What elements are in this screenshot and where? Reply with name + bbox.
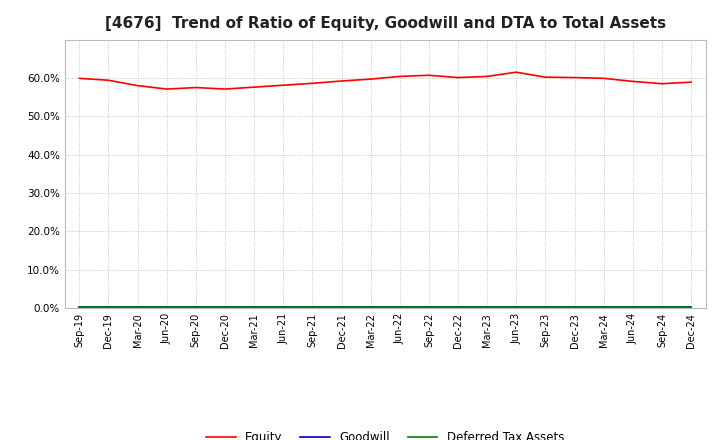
Goodwill (657, 304, 666, 310)
Deferred Tax Assets (687, 304, 696, 309)
Deferred Tax Assets (75, 304, 84, 309)
Deferred Tax Assets (541, 304, 550, 309)
Deferred Tax Assets (250, 304, 258, 309)
Goodwill (104, 304, 113, 310)
Equity (133, 83, 142, 88)
Deferred Tax Assets (395, 304, 404, 309)
Goodwill (454, 304, 462, 310)
Goodwill (250, 304, 258, 310)
Goodwill (133, 304, 142, 310)
Deferred Tax Assets (133, 304, 142, 309)
Goodwill (279, 304, 287, 310)
Deferred Tax Assets (483, 304, 492, 309)
Deferred Tax Assets (512, 304, 521, 309)
Goodwill (629, 304, 637, 310)
Equity (629, 79, 637, 84)
Deferred Tax Assets (279, 304, 287, 309)
Deferred Tax Assets (570, 304, 579, 309)
Deferred Tax Assets (308, 304, 317, 309)
Deferred Tax Assets (337, 304, 346, 309)
Equity (75, 76, 84, 81)
Goodwill (337, 304, 346, 310)
Goodwill (192, 304, 200, 310)
Legend: Equity, Goodwill, Deferred Tax Assets: Equity, Goodwill, Deferred Tax Assets (202, 427, 569, 440)
Equity (220, 86, 229, 92)
Goodwill (220, 304, 229, 310)
Goodwill (308, 304, 317, 310)
Equity (395, 74, 404, 79)
Equity (366, 77, 375, 82)
Deferred Tax Assets (454, 304, 462, 309)
Deferred Tax Assets (220, 304, 229, 309)
Equity (541, 74, 550, 80)
Deferred Tax Assets (657, 304, 666, 309)
Goodwill (395, 304, 404, 310)
Goodwill (163, 304, 171, 310)
Equity (454, 75, 462, 80)
Goodwill (687, 304, 696, 310)
Goodwill (541, 304, 550, 310)
Equity (192, 85, 200, 90)
Goodwill (425, 304, 433, 310)
Equity (425, 73, 433, 78)
Equity (570, 75, 579, 80)
Goodwill (599, 304, 608, 310)
Equity (279, 83, 287, 88)
Equity (308, 81, 317, 86)
Line: Equity: Equity (79, 72, 691, 89)
Goodwill (366, 304, 375, 310)
Goodwill (75, 304, 84, 310)
Equity (599, 76, 608, 81)
Title: [4676]  Trend of Ratio of Equity, Goodwill and DTA to Total Assets: [4676] Trend of Ratio of Equity, Goodwil… (104, 16, 666, 32)
Goodwill (570, 304, 579, 310)
Deferred Tax Assets (425, 304, 433, 309)
Deferred Tax Assets (192, 304, 200, 309)
Goodwill (483, 304, 492, 310)
Deferred Tax Assets (163, 304, 171, 309)
Equity (337, 78, 346, 84)
Equity (163, 86, 171, 92)
Deferred Tax Assets (629, 304, 637, 309)
Equity (104, 77, 113, 83)
Deferred Tax Assets (104, 304, 113, 309)
Equity (483, 74, 492, 79)
Equity (512, 70, 521, 75)
Deferred Tax Assets (366, 304, 375, 309)
Deferred Tax Assets (599, 304, 608, 309)
Equity (657, 81, 666, 86)
Equity (250, 84, 258, 90)
Goodwill (512, 304, 521, 310)
Equity (687, 80, 696, 85)
